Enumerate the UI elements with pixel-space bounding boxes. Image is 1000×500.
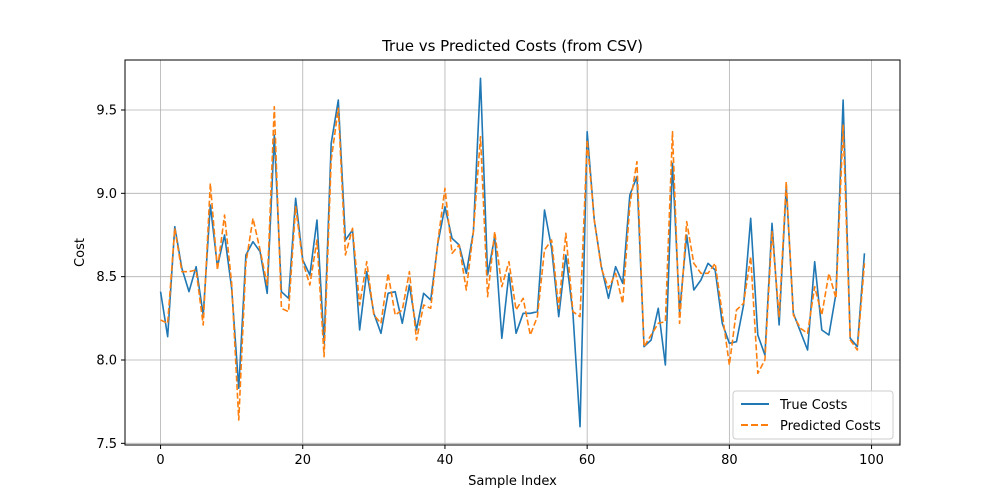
x-axis-label: Sample Index: [468, 474, 557, 489]
x-axis-ticks: 0 20 40 60 80 100: [156, 445, 884, 468]
series-layer: [159, 77, 866, 428]
chart-title: True vs Predicted Costs (from CSV): [381, 37, 643, 55]
x-tick-label: 20: [294, 453, 311, 468]
y-tick-label: 7.5: [96, 437, 117, 452]
legend: True Costs Predicted Costs: [732, 390, 894, 440]
x-tick-label: 100: [859, 453, 884, 468]
y-tick-label: 9.0: [96, 187, 117, 202]
legend-label-predicted-costs: Predicted Costs: [780, 419, 881, 434]
legend-label-true-costs: True Costs: [779, 398, 848, 413]
plot-frame: [124, 59, 901, 446]
x-tick-label: 0: [156, 453, 164, 468]
y-axis-label: Cost: [73, 238, 88, 267]
legend-box: [732, 390, 894, 440]
series-line-predicted-costs: [160, 105, 866, 421]
grid-lines: [125, 60, 900, 445]
y-tick-label: 9.5: [96, 104, 117, 119]
series-line-true-costs: [159, 77, 866, 428]
x-tick-label: 80: [721, 453, 738, 468]
x-tick-label: 40: [437, 453, 454, 468]
y-tick-label: 8.0: [96, 354, 117, 369]
y-tick-label: 8.5: [96, 270, 117, 285]
x-tick-label: 60: [579, 453, 596, 468]
y-axis-ticks: 7.5 8.0 8.5 9.0 9.5: [96, 104, 125, 452]
